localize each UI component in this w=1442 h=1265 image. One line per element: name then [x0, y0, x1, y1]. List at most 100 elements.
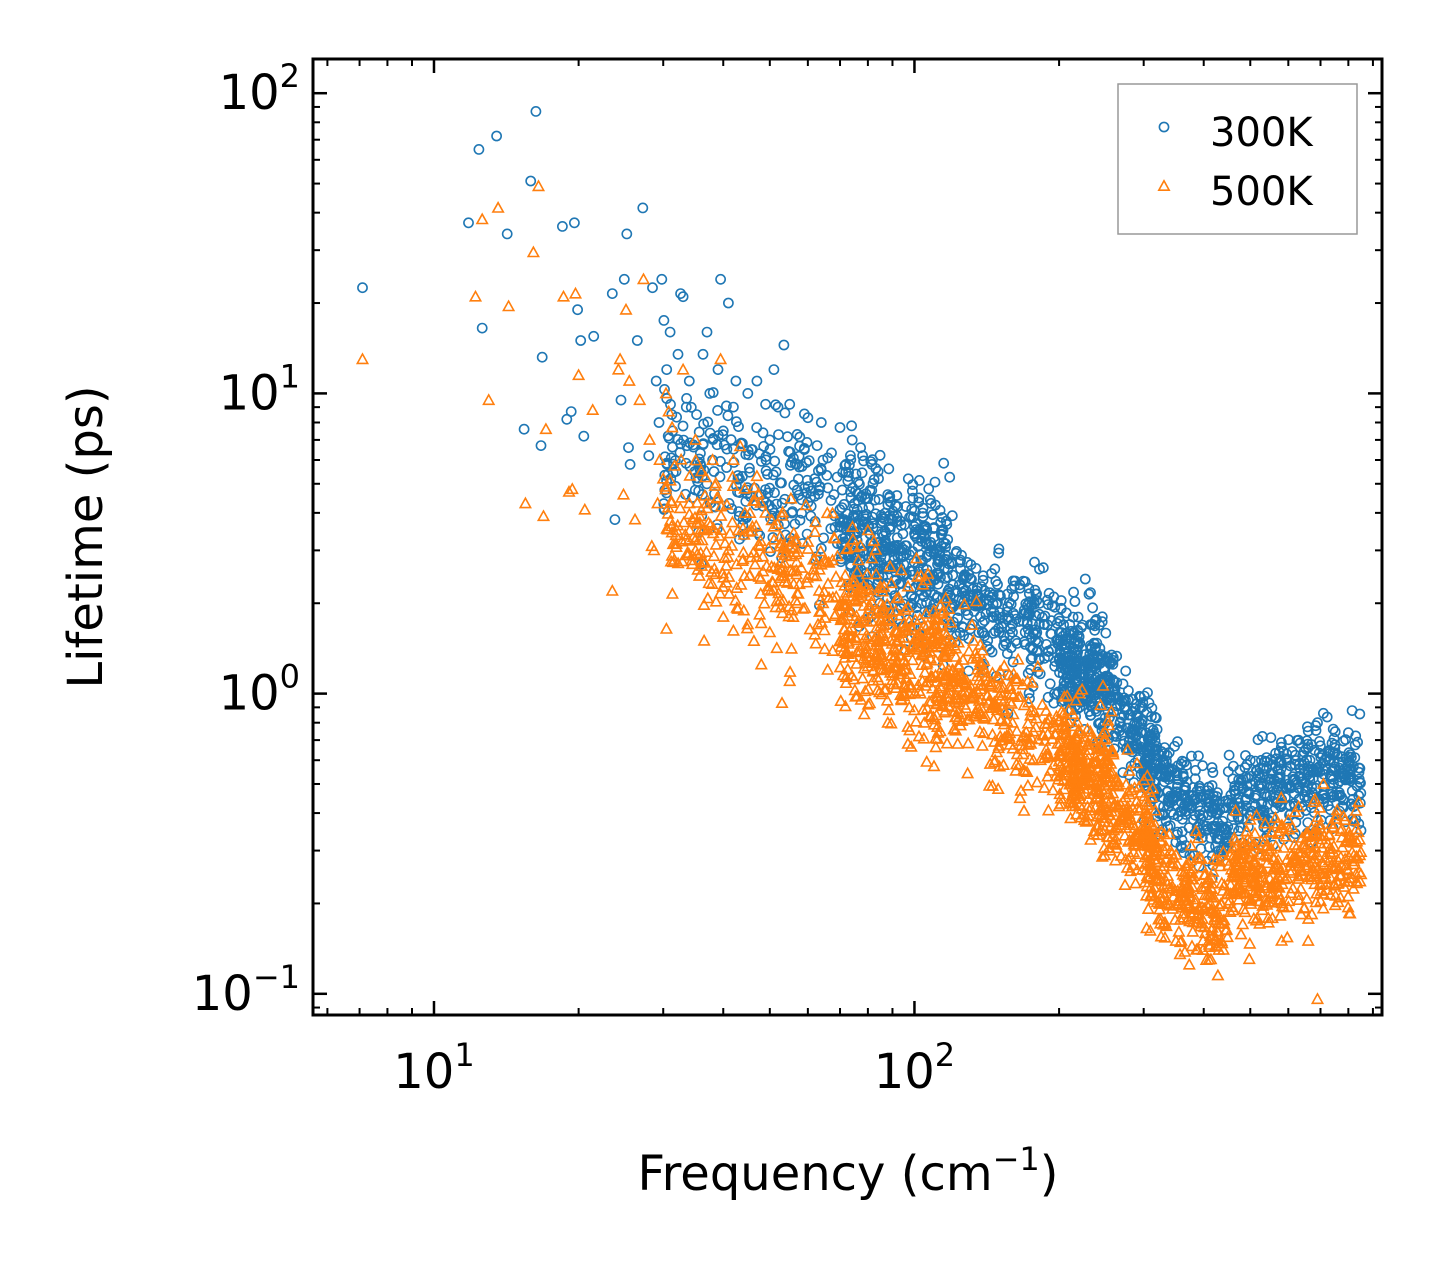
- 500k-point: [920, 755, 934, 767]
- 500k-point: [853, 538, 867, 551]
- 300k-point: [1233, 780, 1245, 792]
- 300k-point: [735, 438, 747, 450]
- 300k-point: [1141, 706, 1153, 718]
- 300k-point: [1120, 665, 1132, 677]
- 300k-point: [717, 425, 729, 437]
- 300k-point: [1236, 783, 1248, 795]
- 300k-point: [846, 420, 857, 432]
- 500k-point: [1101, 815, 1115, 828]
- 500k-point: [675, 534, 689, 547]
- 500k-point: [1078, 730, 1092, 742]
- 500k-point: [1242, 952, 1256, 965]
- 500k-point: [1228, 851, 1242, 864]
- 300k-point: [1302, 721, 1313, 733]
- 500k-point: [924, 694, 938, 707]
- 300k-point: [1007, 656, 1019, 668]
- 500k-point: [578, 502, 592, 515]
- 500k-point: [871, 673, 885, 686]
- 300k-point: [1037, 612, 1048, 623]
- 300k-point: [1019, 626, 1031, 638]
- 500k-point: [671, 518, 685, 531]
- 300k-point: [1293, 734, 1304, 746]
- 500k-point: [835, 575, 849, 588]
- 500k-point: [1075, 682, 1089, 695]
- 300k-point: [1207, 767, 1219, 778]
- 500k-point: [975, 643, 990, 656]
- 500k-point: [1081, 764, 1095, 777]
- 300k-point: [857, 450, 868, 462]
- 500k-point: [897, 689, 911, 702]
- 500k-point: [721, 550, 735, 562]
- 500k-point: [1338, 852, 1352, 865]
- 300k-point: [875, 551, 887, 562]
- 300k-point: [880, 562, 892, 574]
- 300k-point: [822, 452, 834, 464]
- 300k-point: [670, 465, 682, 477]
- 300k-point: [1355, 777, 1366, 789]
- 500k-point: [869, 567, 883, 580]
- 300k-point: [718, 439, 730, 451]
- 500k-point: [934, 681, 948, 694]
- 500k-point: [1073, 726, 1087, 739]
- 500k-point: [764, 583, 778, 596]
- 300k-point: [1140, 743, 1152, 754]
- 300k-point: [960, 584, 972, 596]
- 500k-point: [1323, 888, 1337, 900]
- 300k-point: [873, 571, 885, 583]
- 300k-point: [760, 398, 771, 410]
- 500k-point: [772, 586, 786, 599]
- 300k-point: [1061, 655, 1073, 667]
- 500k-point: [491, 201, 505, 213]
- 500k-point: [775, 606, 789, 619]
- 500k-point: [355, 352, 370, 365]
- 300k-point: [854, 478, 865, 490]
- 300k-point: [1302, 725, 1314, 737]
- 300k-point: [988, 606, 1000, 618]
- 300k-point: [1193, 750, 1204, 762]
- 500k-point: [987, 698, 1002, 711]
- 300k-point: [1082, 654, 1094, 665]
- 300k-point: [1139, 760, 1150, 772]
- 500k-point: [1010, 747, 1024, 760]
- 500k-point: [811, 617, 825, 630]
- 300k-point: [722, 410, 734, 422]
- 300k-point: [1243, 786, 1254, 798]
- 500k-point: [1205, 923, 1219, 936]
- 500k-point: [770, 641, 784, 654]
- 300k-point: [993, 547, 1004, 559]
- 500k-point: [1239, 885, 1253, 898]
- 500k-point: [952, 660, 966, 672]
- 300k-point: [1117, 767, 1129, 778]
- 500k-point: [1069, 778, 1083, 791]
- 300k-point: [907, 492, 919, 504]
- 500k-point: [1037, 781, 1051, 793]
- 500k-point: [1064, 795, 1078, 808]
- 500k-point: [705, 577, 719, 590]
- 500k-point: [1141, 902, 1155, 915]
- 300k-point: [704, 427, 716, 439]
- 500k-point: [808, 525, 822, 538]
- 500k-point: [1271, 853, 1285, 866]
- 300k-point: [1033, 635, 1044, 647]
- 300k-point: [672, 348, 684, 360]
- 500k-point: [1064, 811, 1078, 824]
- 500k-point: [1337, 880, 1351, 892]
- 500k-point: [1336, 809, 1351, 822]
- 500k-point: [738, 481, 752, 494]
- 500k-point: [1054, 705, 1068, 717]
- 500k-point: [1293, 859, 1307, 872]
- legend: 300K 500K: [1117, 83, 1358, 235]
- 500k-point: [985, 727, 1000, 740]
- 500k-point: [1233, 843, 1247, 856]
- 300k-point: [1294, 759, 1305, 770]
- 300k-point: [1085, 587, 1096, 598]
- 500k-point: [1260, 856, 1274, 869]
- 500k-point: [1145, 790, 1159, 803]
- 500k-point: [718, 536, 732, 549]
- 300k-point: [993, 626, 1005, 638]
- 500k-point: [1330, 803, 1344, 816]
- 500k-point: [973, 724, 987, 737]
- 500k-point: [993, 729, 1007, 742]
- 500k-point: [1209, 853, 1224, 866]
- 500k-point: [847, 672, 861, 685]
